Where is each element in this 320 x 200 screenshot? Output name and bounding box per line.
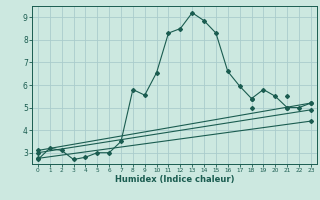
X-axis label: Humidex (Indice chaleur): Humidex (Indice chaleur) xyxy=(115,175,234,184)
